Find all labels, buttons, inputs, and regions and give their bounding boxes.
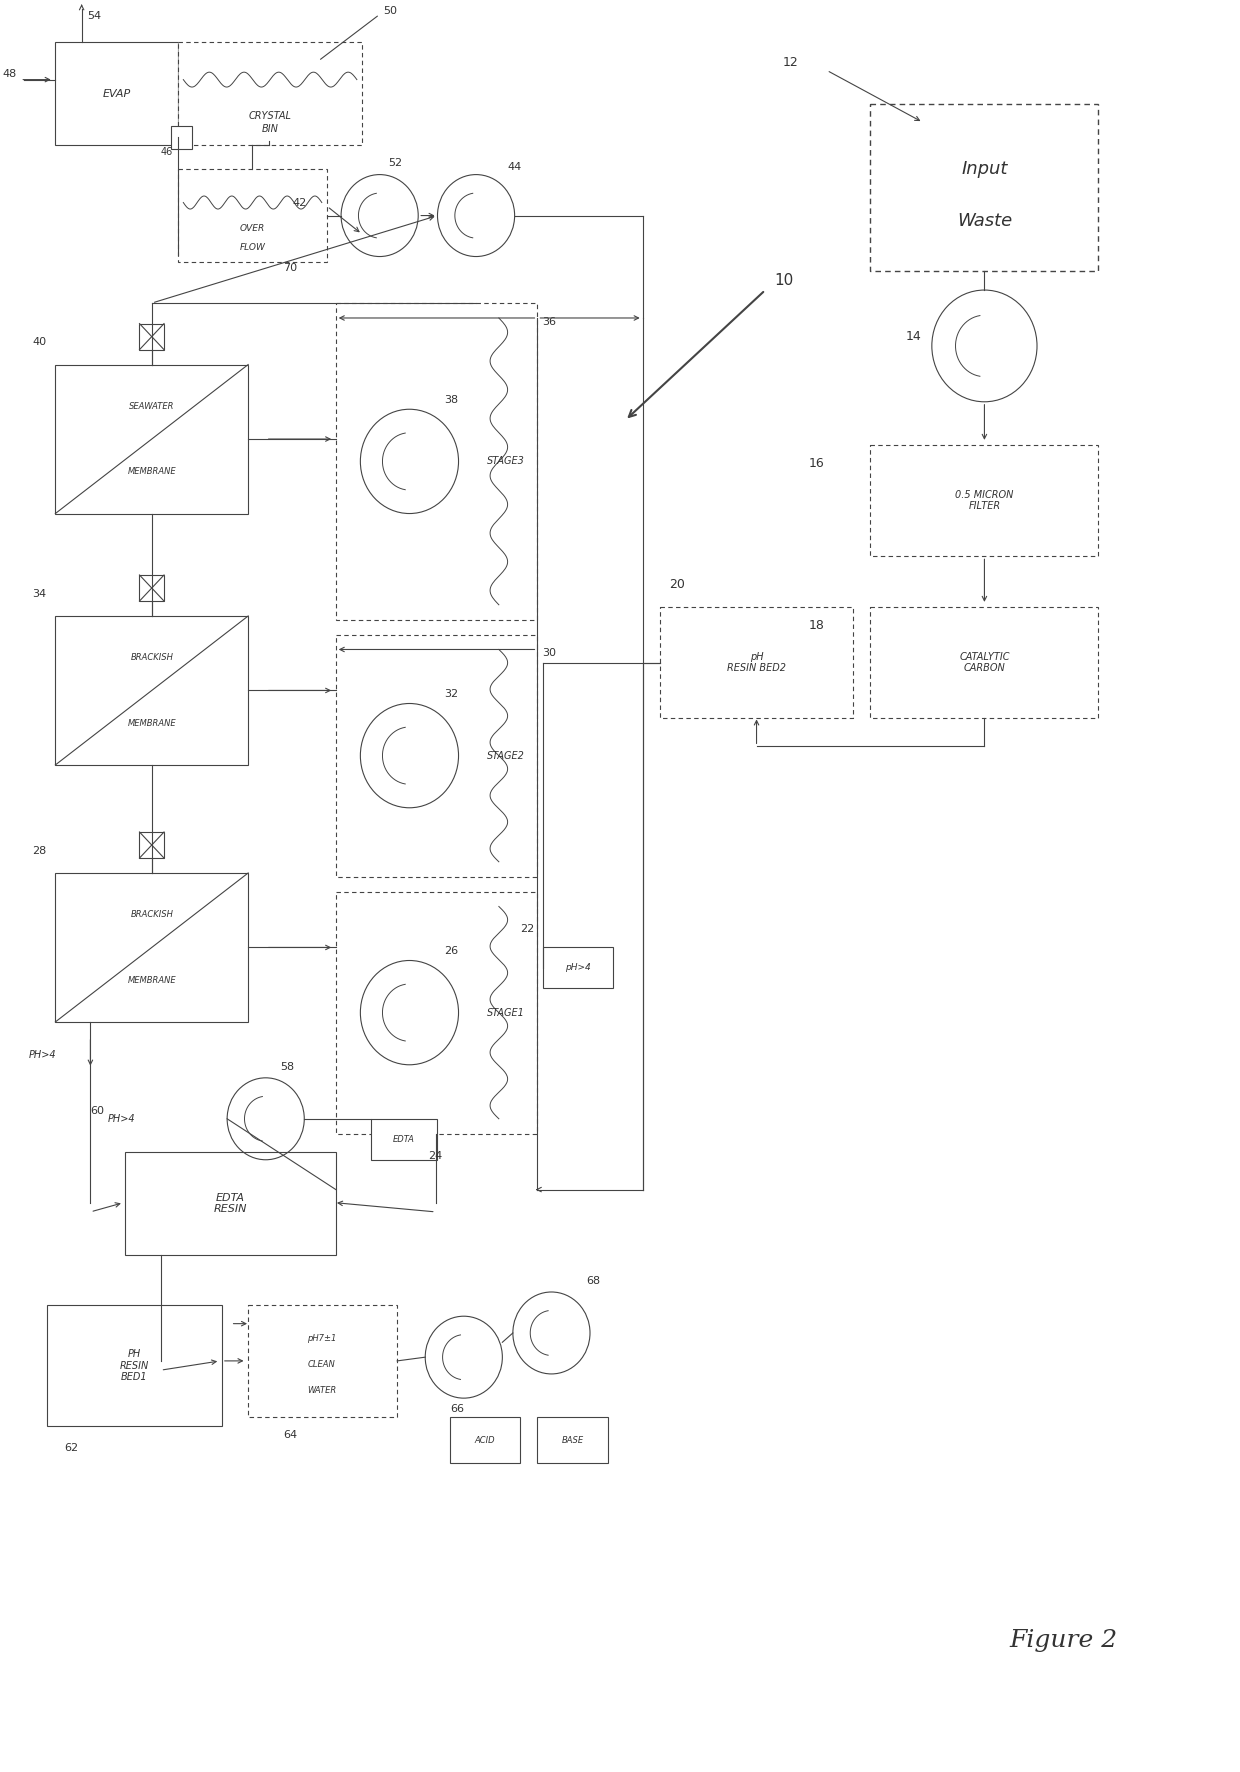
- Text: 36: 36: [543, 317, 557, 326]
- Bar: [171, 126, 192, 149]
- Text: 52: 52: [388, 158, 403, 168]
- Bar: [870, 105, 1099, 271]
- Text: Figure 2: Figure 2: [1009, 1628, 1117, 1652]
- Bar: [450, 1418, 520, 1464]
- Text: PH
RESIN
BED1: PH RESIN BED1: [119, 1348, 149, 1382]
- Text: 12: 12: [782, 57, 799, 69]
- Text: 46: 46: [160, 147, 172, 158]
- Text: BRACKISH: BRACKISH: [130, 911, 174, 920]
- Bar: [56, 874, 248, 1022]
- Text: BIN: BIN: [262, 124, 279, 135]
- Bar: [248, 1304, 397, 1418]
- Text: 66: 66: [450, 1405, 464, 1414]
- Bar: [56, 617, 248, 766]
- Text: 32: 32: [444, 689, 459, 700]
- Text: CRYSTAL: CRYSTAL: [249, 112, 291, 120]
- Bar: [139, 833, 164, 858]
- Text: SEAWATER: SEAWATER: [129, 402, 175, 411]
- Bar: [543, 948, 613, 989]
- Text: 48: 48: [2, 69, 17, 80]
- Text: 0.5 MICRON
FILTER: 0.5 MICRON FILTER: [955, 489, 1013, 512]
- Text: Waste: Waste: [957, 213, 1012, 230]
- Bar: [56, 43, 179, 145]
- Bar: [870, 606, 1099, 718]
- Text: BASE: BASE: [562, 1435, 584, 1444]
- Text: STAGE1: STAGE1: [487, 1008, 525, 1017]
- Text: pH
RESIN BED2: pH RESIN BED2: [727, 652, 786, 673]
- Text: PH>4: PH>4: [29, 1051, 57, 1060]
- Text: 10: 10: [774, 273, 794, 289]
- Bar: [47, 1304, 222, 1426]
- Text: 24: 24: [429, 1152, 443, 1161]
- Text: FLOW: FLOW: [239, 243, 265, 252]
- Bar: [660, 606, 853, 718]
- Text: 28: 28: [32, 845, 47, 856]
- Text: CATALYTIC
CARBON: CATALYTIC CARBON: [960, 652, 1009, 673]
- Text: 60: 60: [91, 1106, 104, 1116]
- Bar: [371, 1118, 438, 1159]
- Text: 42: 42: [291, 197, 306, 207]
- Text: 26: 26: [444, 946, 459, 957]
- Bar: [56, 365, 248, 514]
- Text: 18: 18: [810, 618, 825, 633]
- Text: 68: 68: [587, 1276, 600, 1286]
- Text: 64: 64: [283, 1430, 298, 1441]
- Text: 44: 44: [507, 161, 522, 172]
- Text: 16: 16: [810, 457, 825, 470]
- Bar: [336, 891, 537, 1134]
- Bar: [125, 1152, 336, 1255]
- Text: 54: 54: [87, 11, 100, 21]
- Bar: [336, 303, 537, 620]
- Text: 38: 38: [444, 395, 459, 406]
- Text: STAGE2: STAGE2: [487, 751, 525, 760]
- Text: BRACKISH: BRACKISH: [130, 654, 174, 663]
- Text: 30: 30: [543, 649, 557, 657]
- Bar: [179, 43, 362, 145]
- Text: 62: 62: [64, 1444, 78, 1453]
- Text: CLEAN: CLEAN: [308, 1361, 336, 1370]
- Text: WATER: WATER: [308, 1386, 336, 1395]
- Text: 34: 34: [32, 588, 47, 599]
- Text: 20: 20: [668, 578, 684, 590]
- Text: MEMBRANE: MEMBRANE: [128, 719, 176, 728]
- Text: MEMBRANE: MEMBRANE: [128, 468, 176, 477]
- Text: STAGE3: STAGE3: [487, 457, 525, 466]
- Text: OVER: OVER: [239, 223, 265, 234]
- Text: ACID: ACID: [475, 1435, 495, 1444]
- Text: 58: 58: [280, 1061, 294, 1072]
- Text: pH>4: pH>4: [565, 964, 590, 973]
- Bar: [139, 324, 164, 349]
- Text: pH7±1: pH7±1: [308, 1334, 336, 1343]
- Text: MEMBRANE: MEMBRANE: [128, 976, 176, 985]
- Text: 40: 40: [32, 337, 47, 347]
- Bar: [870, 445, 1099, 556]
- Bar: [336, 634, 537, 877]
- Bar: [139, 574, 164, 601]
- Text: 50: 50: [383, 5, 397, 16]
- Text: Input: Input: [961, 159, 1008, 177]
- Text: 14: 14: [905, 330, 921, 344]
- Text: 22: 22: [520, 923, 534, 934]
- Text: 70: 70: [283, 262, 298, 273]
- Text: EDTA
RESIN: EDTA RESIN: [213, 1193, 248, 1214]
- Bar: [179, 168, 327, 262]
- Text: EDTA: EDTA: [393, 1134, 415, 1143]
- Text: EVAP: EVAP: [103, 89, 131, 99]
- Bar: [537, 1418, 608, 1464]
- Text: PH>4: PH>4: [108, 1115, 135, 1123]
